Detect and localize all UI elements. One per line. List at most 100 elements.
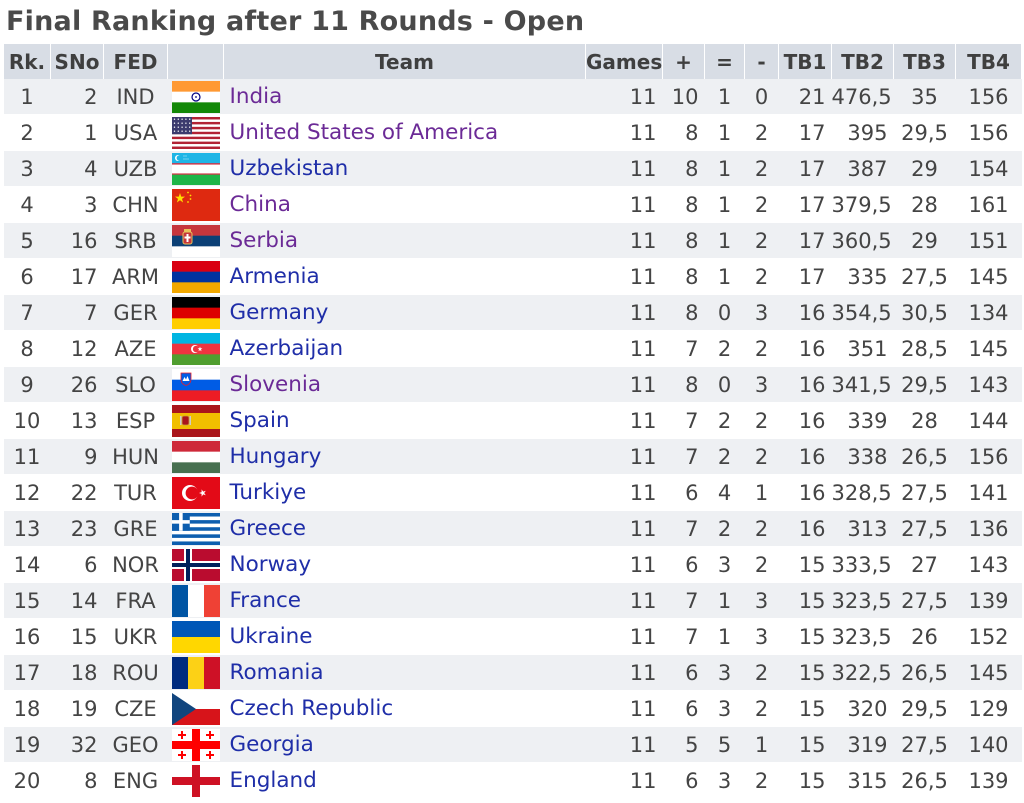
header-team[interactable]: Team	[223, 44, 586, 79]
tb2-cell: 351	[831, 330, 894, 367]
tb3-cell: 27,5	[893, 726, 956, 763]
tb2-cell: 323,5	[831, 618, 894, 655]
team-link[interactable]: Romania	[229, 660, 324, 685]
flag-cell	[167, 474, 224, 511]
fed-cell: ARM	[103, 258, 168, 295]
header-eq[interactable]: =	[704, 44, 745, 79]
wins-cell: 8	[662, 294, 705, 331]
flag-cell	[167, 150, 224, 187]
header-tb3[interactable]: TB3	[893, 44, 956, 79]
tb2-cell: 395	[831, 114, 894, 151]
tb4-cell: 136	[955, 510, 1022, 547]
wins-cell: 6	[662, 690, 705, 727]
draws-cell: 1	[704, 150, 745, 187]
flag-cell	[167, 582, 224, 619]
team-link[interactable]: France	[229, 588, 302, 613]
draws-cell: 3	[704, 762, 745, 799]
sno-cell: 22	[50, 474, 104, 511]
tb1-cell: 15	[778, 690, 832, 727]
team-cell: Turkiye	[223, 474, 586, 511]
table-row: 8 12 AZE Azerbaijan 11 7 2 2 16 351 28,5 145	[3, 330, 1022, 367]
team-link[interactable]: England	[229, 768, 317, 793]
tb3-cell: 28	[893, 186, 956, 223]
draws-cell: 4	[704, 474, 745, 511]
team-cell: Hungary	[223, 438, 586, 475]
header-tb2[interactable]: TB2	[831, 44, 894, 79]
flag-cell	[167, 366, 224, 403]
fed-cell: HUN	[103, 438, 168, 475]
games-cell: 11	[585, 474, 663, 511]
france-flag-icon	[170, 584, 222, 617]
team-link[interactable]: China	[229, 192, 291, 217]
header-games[interactable]: Games	[585, 44, 663, 79]
tb1-cell: 15	[778, 654, 832, 691]
rank-cell: 10	[3, 402, 51, 439]
team-link[interactable]: Slovenia	[229, 372, 322, 397]
draws-cell: 2	[704, 510, 745, 547]
tb3-cell: 26	[893, 618, 956, 655]
header-rank[interactable]: Rk.	[3, 44, 51, 79]
wins-cell: 8	[662, 258, 705, 295]
sno-cell: 13	[50, 402, 104, 439]
team-link[interactable]: Turkiye	[229, 480, 307, 505]
team-link[interactable]: Armenia	[229, 264, 320, 289]
header-sno[interactable]: SNo	[50, 44, 104, 79]
tb4-cell: 129	[955, 690, 1022, 727]
tb1-cell: 15	[778, 762, 832, 799]
czech-flag-icon	[170, 692, 222, 725]
games-cell: 11	[585, 150, 663, 187]
rank-cell: 16	[3, 618, 51, 655]
tb4-cell: 143	[955, 366, 1022, 403]
header-plus[interactable]: +	[662, 44, 705, 79]
sno-cell: 1	[50, 114, 104, 151]
losses-cell: 2	[744, 546, 779, 583]
fed-cell: CHN	[103, 186, 168, 223]
team-link[interactable]: India	[229, 84, 283, 109]
team-cell: Germany	[223, 294, 586, 331]
sno-cell: 6	[50, 546, 104, 583]
tb2-cell: 476,5	[831, 79, 894, 115]
losses-cell: 3	[744, 366, 779, 403]
team-link[interactable]: Spain	[229, 408, 290, 433]
losses-cell: 3	[744, 294, 779, 331]
table-row: 4 3 CHN China 11 8 1 2 17 379,5 28 161	[3, 186, 1022, 223]
sno-cell: 4	[50, 150, 104, 187]
tb1-cell: 21	[778, 79, 832, 115]
header-tb1[interactable]: TB1	[778, 44, 832, 79]
rank-cell: 11	[3, 438, 51, 475]
team-cell: Norway	[223, 546, 586, 583]
fed-cell: SLO	[103, 366, 168, 403]
draws-cell: 1	[704, 618, 745, 655]
rank-cell: 9	[3, 366, 51, 403]
tb4-cell: 151	[955, 222, 1022, 259]
tb2-cell: 328,5	[831, 474, 894, 511]
draws-cell: 3	[704, 690, 745, 727]
rank-cell: 8	[3, 330, 51, 367]
tb2-cell: 335	[831, 258, 894, 295]
tb2-cell: 379,5	[831, 186, 894, 223]
losses-cell: 0	[744, 79, 779, 115]
team-link[interactable]: Hungary	[229, 444, 322, 469]
header-fed[interactable]: FED	[103, 44, 168, 79]
team-link[interactable]: Greece	[229, 516, 307, 541]
team-link[interactable]: United States of America	[229, 120, 499, 145]
team-link[interactable]: Norway	[229, 552, 312, 577]
team-link[interactable]: Azerbaijan	[229, 336, 344, 361]
team-cell: Georgia	[223, 726, 586, 763]
team-link[interactable]: Germany	[229, 300, 329, 325]
table-row: 15 14 FRA France 11 7 1 3 15 323,5 27,5 139	[3, 582, 1022, 619]
table-row: 10 13 ESP Spain 11 7 2 2 16 339 28 144	[3, 402, 1022, 439]
team-link[interactable]: Ukraine	[229, 624, 313, 649]
header-minus[interactable]: -	[744, 44, 779, 79]
team-link[interactable]: Czech Republic	[229, 696, 394, 721]
team-link[interactable]: Uzbekistan	[229, 156, 349, 181]
tb1-cell: 16	[778, 438, 832, 475]
team-link[interactable]: Georgia	[229, 732, 314, 757]
team-link[interactable]: Serbia	[229, 228, 299, 253]
flag-cell	[167, 402, 224, 439]
greece-flag-icon	[170, 512, 222, 545]
header-tb4[interactable]: TB4	[955, 44, 1022, 79]
team-cell: Armenia	[223, 258, 586, 295]
tb3-cell: 26,5	[893, 438, 956, 475]
tb3-cell: 29,5	[893, 366, 956, 403]
